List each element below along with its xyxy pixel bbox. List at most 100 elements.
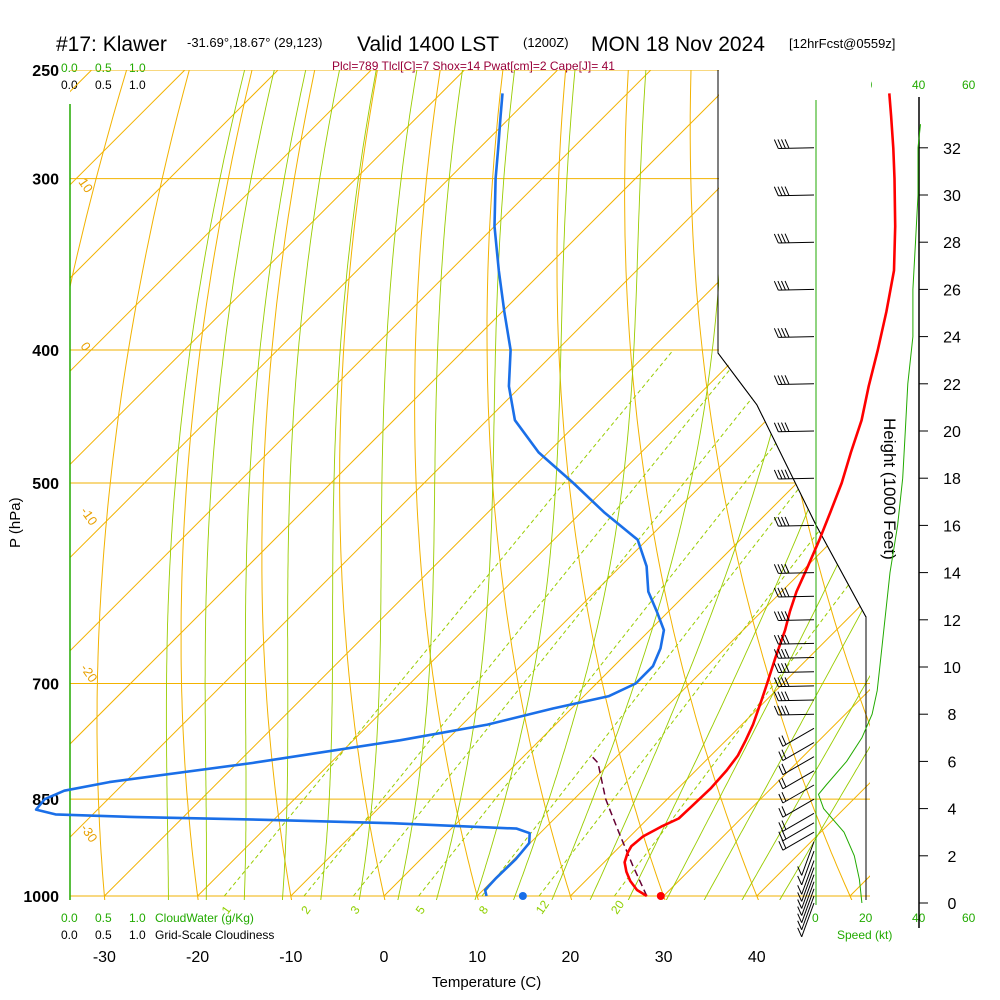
wind-barb-shaft: [782, 742, 815, 761]
x-tick-label: 20: [562, 949, 580, 966]
height-axis-title: Height (1000 Feet): [880, 418, 899, 560]
wind-barb-flag: [773, 422, 779, 432]
cloudwater-bottom-tick-0: 0.0: [61, 911, 78, 925]
mixing-ratio-line: [614, 555, 870, 897]
x-tick-label: -30: [93, 949, 116, 966]
wind-barb-flag: [778, 765, 784, 775]
wind-barb-flag: [784, 634, 790, 645]
wind-barb-shaft: [778, 524, 815, 527]
isotherm-line: [70, 70, 465, 466]
wind-barb-shaft: [801, 841, 815, 876]
cloudiness-top-tick-0: 0.0: [61, 78, 78, 92]
wind-barb-flag: [784, 648, 790, 659]
speed-bottom-tick-0: 0: [812, 911, 819, 925]
speed-bottom-tick-1: 20: [859, 911, 873, 925]
speed-scale-bottom: 0 20 40 60 Speed (kt): [812, 911, 976, 942]
wind-barb: [773, 611, 815, 622]
wind-barb-flag: [777, 677, 783, 687]
moist-adiabat-line: [320, 70, 377, 900]
wind-barb: [773, 469, 815, 480]
wind-barb-flag: [781, 820, 787, 830]
height-tick-label: 18: [943, 471, 961, 488]
height-tick-label: 30: [943, 188, 961, 205]
wind-barb-flag: [797, 892, 803, 902]
wind-barb-flag: [781, 280, 786, 291]
wind-barb-flag: [778, 822, 784, 832]
wind-barb: [773, 677, 815, 688]
moist-adiabat-line: [243, 70, 307, 900]
height-tick-label: 2: [948, 849, 957, 866]
cloudwater-label: CloudWater (g/Kg): [155, 911, 254, 925]
wind-barb-shaft: [778, 430, 815, 433]
wind-barb-flag: [773, 677, 779, 687]
wind-barb-flag: [777, 280, 783, 291]
wind-barb-flag: [781, 705, 786, 716]
chart-title-date: MON 18 Nov 2024: [591, 33, 765, 56]
parcel-path-line: [589, 754, 648, 897]
wind-barb-flag: [777, 705, 783, 716]
wind-barb: [773, 422, 815, 433]
cloudiness-top-tick-1: 0.5: [95, 78, 112, 92]
wind-barb-flag: [784, 663, 790, 673]
wind-barb-flag: [778, 779, 784, 790]
wind-barb-flag: [781, 763, 787, 774]
x-axis-title: Temperature (C): [432, 974, 541, 991]
wind-barb-shaft: [778, 657, 815, 659]
wind-barb-flag: [784, 186, 790, 196]
dry-adiabat-line: [486, 70, 573, 900]
speed-top-tick-2: 40: [912, 78, 926, 92]
surface-dewpoint-marker: [518, 892, 527, 900]
wind-barb-flag: [784, 705, 790, 715]
wind-barb-flag: [781, 829, 787, 840]
moist-adiabat-line: [435, 70, 516, 900]
wind-barb-shaft: [782, 798, 815, 818]
wind-barb-shaft: [801, 888, 815, 923]
moist-adiabat-line: [358, 70, 418, 900]
height-tick-label: 6: [948, 754, 957, 771]
wind-barb-flag: [773, 634, 779, 645]
x-axis-ticks: -30 -20 -10 0 10 20 30 40: [93, 949, 766, 966]
wind-barb: [778, 822, 815, 842]
height-tick-label: 4: [948, 802, 957, 819]
wind-barb-flag: [781, 422, 786, 432]
wind-barb-shaft: [778, 572, 815, 574]
wind-barb-flag: [777, 663, 783, 673]
wind-barb: [797, 874, 815, 909]
temperature-profile-line: [623, 93, 897, 898]
wind-barb-flag: [781, 777, 787, 788]
height-tick-label: 24: [943, 330, 961, 347]
cloudwater-top-tick-1: 0.5: [95, 61, 112, 75]
wind-barb-flag: [777, 186, 783, 196]
height-tick-label: 14: [943, 566, 961, 583]
wind-barb-flag: [778, 831, 784, 841]
wind-barb-flag: [777, 649, 783, 659]
pressure-tick-label: 1000: [23, 889, 59, 906]
wind-barb-flag: [784, 563, 790, 574]
wind-barb-flag: [781, 634, 786, 645]
speed-bottom-tick-3: 60: [962, 911, 976, 925]
moist-adiabat-line: [779, 745, 870, 900]
wind-barbs: [773, 139, 815, 938]
mixing-ratio-line: [303, 349, 747, 897]
isotherm-line: [70, 70, 279, 279]
wind-barb-flag: [773, 649, 779, 659]
wind-barb-flag: [797, 913, 803, 923]
wind-barb: [773, 634, 815, 645]
wind-barb-flag: [781, 469, 786, 480]
wind-barb: [773, 691, 815, 702]
wind-barb-shaft: [801, 867, 815, 902]
wind-barb-shaft: [801, 895, 815, 930]
wind-barb-flag: [773, 611, 779, 621]
moist-adiabat-line: [474, 70, 576, 900]
wind-barb-flag: [781, 663, 786, 673]
wind-barb-flag: [781, 611, 786, 621]
wind-barb: [773, 327, 815, 338]
pressure-tick-label: 300: [32, 172, 59, 189]
wind-barb: [773, 516, 815, 527]
wind-barb-flag: [781, 139, 786, 149]
moist-adiabat-line: [741, 675, 870, 900]
wind-barb-flag: [777, 139, 783, 149]
wind-barb: [778, 770, 815, 790]
dry-adiabat-line: [339, 70, 386, 900]
